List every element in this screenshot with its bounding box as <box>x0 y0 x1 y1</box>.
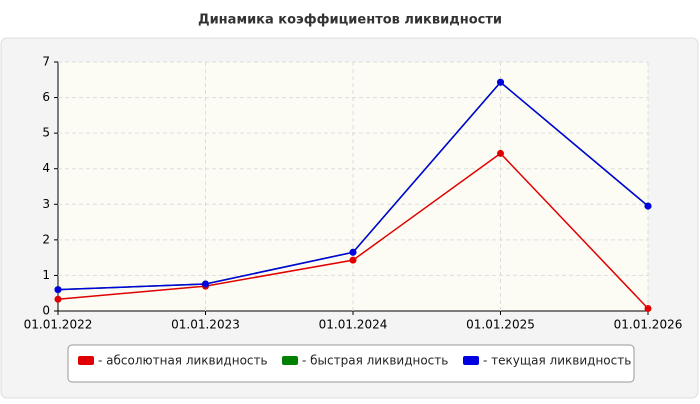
legend-swatch <box>78 356 94 365</box>
y-tick-label: 6 <box>42 90 50 104</box>
x-tick-label: 01.01.2024 <box>319 318 388 332</box>
legend <box>67 344 635 383</box>
legend-swatch <box>282 356 298 365</box>
data-point <box>202 280 209 288</box>
data-point <box>497 149 504 157</box>
y-tick-label: 0 <box>42 304 50 318</box>
data-point <box>644 202 652 210</box>
data-point <box>349 248 357 256</box>
legend-swatch <box>463 356 479 365</box>
x-tick-label: 01.01.2022 <box>24 318 93 332</box>
data-point <box>644 305 652 313</box>
data-point <box>54 286 62 294</box>
y-tick-label: 4 <box>42 161 50 175</box>
chart-title: Динамика коэффициентов ликвидности <box>198 13 502 28</box>
legend-label: - абсолютная ликвидность <box>98 354 268 368</box>
y-tick-label: 3 <box>42 197 50 211</box>
x-tick-label: 01.01.2023 <box>171 318 240 332</box>
plot-area <box>58 62 648 311</box>
data-point <box>54 295 62 303</box>
y-tick-label: 7 <box>42 55 50 69</box>
legend-label: - текущая ликвидность <box>483 354 631 368</box>
x-tick-label: 01.01.2025 <box>466 318 535 332</box>
x-tick-label: 01.01.2026 <box>614 318 683 332</box>
legend-label: - быстрая ликвидность <box>302 354 448 368</box>
y-tick-label: 1 <box>42 268 50 282</box>
y-tick-label: 2 <box>42 232 50 246</box>
data-point <box>497 78 504 86</box>
data-point <box>349 256 357 264</box>
y-tick-label: 5 <box>42 126 50 140</box>
